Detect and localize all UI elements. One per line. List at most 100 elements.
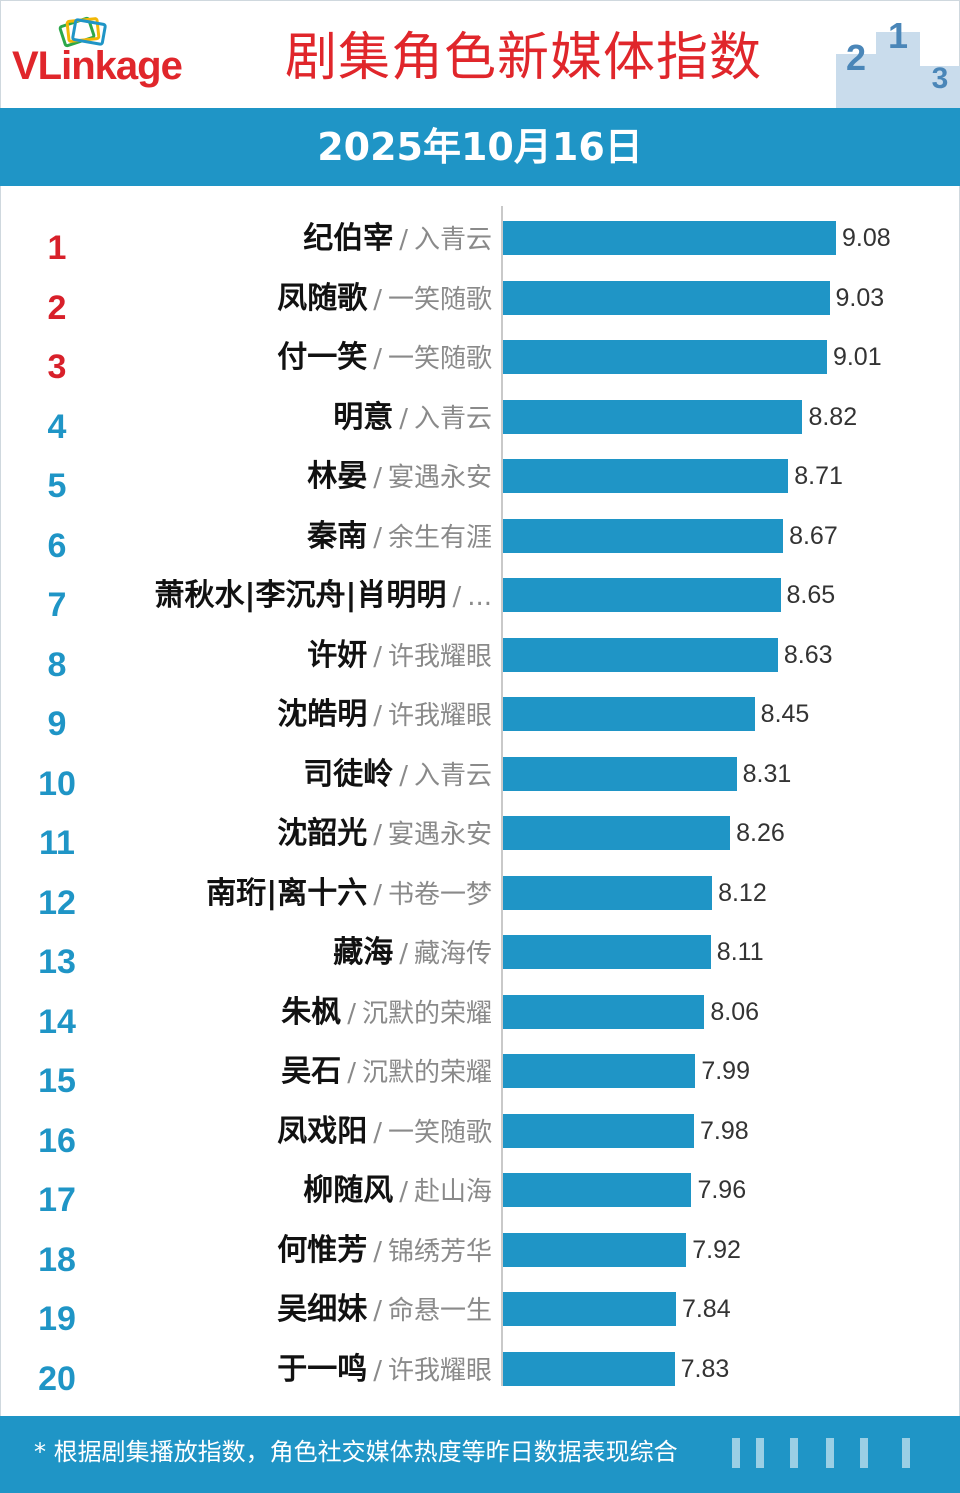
value-label: 8.67 — [789, 521, 838, 550]
value-bar — [503, 340, 827, 374]
show-title: 命悬一生 — [387, 1296, 492, 1326]
character-name: 萧秋水|李沉舟|肖明明 — [154, 578, 447, 613]
value-label: 8.31 — [742, 759, 792, 788]
rank-number: 10 — [38, 764, 76, 803]
label-separator: / — [399, 939, 408, 969]
rank-number: 14 — [38, 1002, 76, 1041]
value-bar — [503, 221, 836, 255]
label-separator: / — [373, 1296, 382, 1326]
label-separator: / — [373, 701, 382, 731]
character-name: 凤随歌 — [277, 280, 368, 316]
rank-number: 3 — [47, 348, 67, 386]
row-label: 沈皓明 / 许我耀眼 — [52, 695, 492, 739]
character-name: 南珩|离十六 — [206, 875, 368, 911]
value-bar — [503, 935, 711, 969]
value-bar — [503, 518, 784, 553]
value-label: 8.71 — [794, 462, 843, 490]
label-separator: / — [452, 582, 462, 612]
rank-number: 18 — [38, 1240, 76, 1279]
character-name: 柳随风 — [303, 1173, 394, 1208]
rank-number: 19 — [38, 1300, 76, 1338]
rank-number: 1 — [47, 229, 67, 267]
value-label: 7.99 — [701, 1057, 750, 1085]
value-bar — [503, 637, 778, 672]
logo-text: VLinkage — [12, 44, 183, 88]
value-bar — [503, 459, 789, 493]
show-title: 赴山海 — [413, 1177, 492, 1207]
watermark-glyph — [826, 1438, 834, 1468]
show-title: 入青云 — [413, 760, 492, 791]
row-label: 吴石 / 沉默的荣耀 — [52, 1052, 492, 1096]
rank-number: 20 — [38, 1359, 76, 1398]
rank-number: 2 — [47, 288, 67, 327]
rank-number: 8 — [47, 645, 67, 684]
value-label: 8.26 — [736, 819, 785, 847]
value-label: 8.06 — [710, 997, 760, 1026]
show-title: 一笑随歌 — [387, 344, 492, 374]
row-label: 凤戏阳 / 一笑随歌 — [52, 1112, 492, 1156]
show-title: 余生有涯 — [387, 522, 492, 553]
watermark-glyph — [860, 1438, 868, 1468]
label-separator: / — [373, 1236, 382, 1267]
value-bar — [503, 280, 830, 315]
row-label: 何惟芳 / 锦绣芳华 — [52, 1231, 492, 1275]
row-label: 纪伯宰 / 入青云 — [52, 219, 492, 263]
value-label: 9.08 — [842, 224, 891, 252]
watermark-glyph — [732, 1438, 740, 1468]
rank-number: 15 — [38, 1062, 76, 1100]
value-label: 8.12 — [718, 878, 767, 907]
row-label: 秦南 / 余生有涯 — [52, 517, 492, 561]
row-label: 柳随风 / 赴山海 — [52, 1171, 492, 1215]
chart-axis-line — [501, 206, 503, 1386]
header: VLinkage 剧集角色新媒体指数 2 1 3 — [0, 0, 960, 108]
rank-number: 6 — [47, 526, 67, 565]
ranking-chart: 1 纪伯宰 / 入青云 9.08 2 凤随歌 / 一笑随歌 9.03 3 付一笑 / 一笑随歌 9.01 4 明… — [0, 186, 960, 1416]
row-label: 凤随歌 / 一笑随歌 — [52, 279, 492, 323]
footer-banner: * 根据剧集播放指数，角色社交媒体热度等昨日数据表现综合 — [0, 1416, 960, 1493]
date-label: 2025年10月16日 — [317, 125, 643, 169]
svg-text:2: 2 — [846, 37, 866, 78]
row-label: 明意 / 入青云 — [52, 398, 492, 442]
label-separator: / — [373, 641, 382, 672]
value-label: 8.45 — [760, 700, 810, 728]
character-name: 吴细妹 — [277, 1292, 368, 1327]
show-title: 入青云 — [413, 403, 492, 434]
show-title: 许我耀眼 — [387, 701, 492, 731]
label-separator: / — [373, 344, 382, 374]
show-title: 许我耀眼 — [387, 1355, 492, 1386]
value-bar — [503, 1351, 675, 1386]
character-name: 藏海 — [333, 935, 394, 970]
label-separator: / — [373, 284, 382, 315]
value-label: 7.92 — [692, 1235, 741, 1264]
character-name: 林晏 — [307, 459, 368, 494]
watermark-glyph — [902, 1438, 910, 1468]
character-name: 明意 — [333, 399, 394, 435]
value-label: 8.65 — [786, 581, 836, 609]
character-name: 吴石 — [281, 1054, 342, 1089]
character-name: 秦南 — [307, 518, 368, 554]
character-name: 司徒岭 — [303, 756, 394, 792]
show-title: 一笑随歌 — [387, 1117, 492, 1148]
page-title: 剧集角色新媒体指数 — [285, 28, 763, 88]
rank-number: 12 — [38, 883, 76, 922]
value-bar — [503, 1173, 692, 1207]
row-label: 于一鸣 / 许我耀眼 — [52, 1350, 492, 1394]
label-separator: / — [399, 1177, 408, 1207]
value-bar — [503, 875, 713, 910]
podium-icon: 2 1 3 — [836, 15, 960, 108]
value-label: 7.98 — [700, 1116, 749, 1145]
rank-number: 16 — [38, 1121, 76, 1160]
show-title: 书卷一梦 — [387, 879, 492, 910]
value-bar — [503, 756, 737, 791]
date-banner: 2025年10月16日 — [0, 108, 960, 186]
show-title: 入青云 — [413, 225, 492, 255]
watermark-glyph — [790, 1438, 798, 1468]
rank-number: 7 — [47, 586, 67, 624]
label-separator: / — [373, 1355, 382, 1386]
value-bar — [503, 1292, 676, 1326]
row-label: 付一笑 / 一笑随歌 — [52, 338, 492, 382]
row-label: 萧秋水|李沉舟|肖明明 /... — [52, 576, 492, 620]
show-title: ... — [467, 582, 492, 612]
character-name: 沈韶光 — [277, 816, 368, 851]
value-bar — [503, 994, 705, 1029]
